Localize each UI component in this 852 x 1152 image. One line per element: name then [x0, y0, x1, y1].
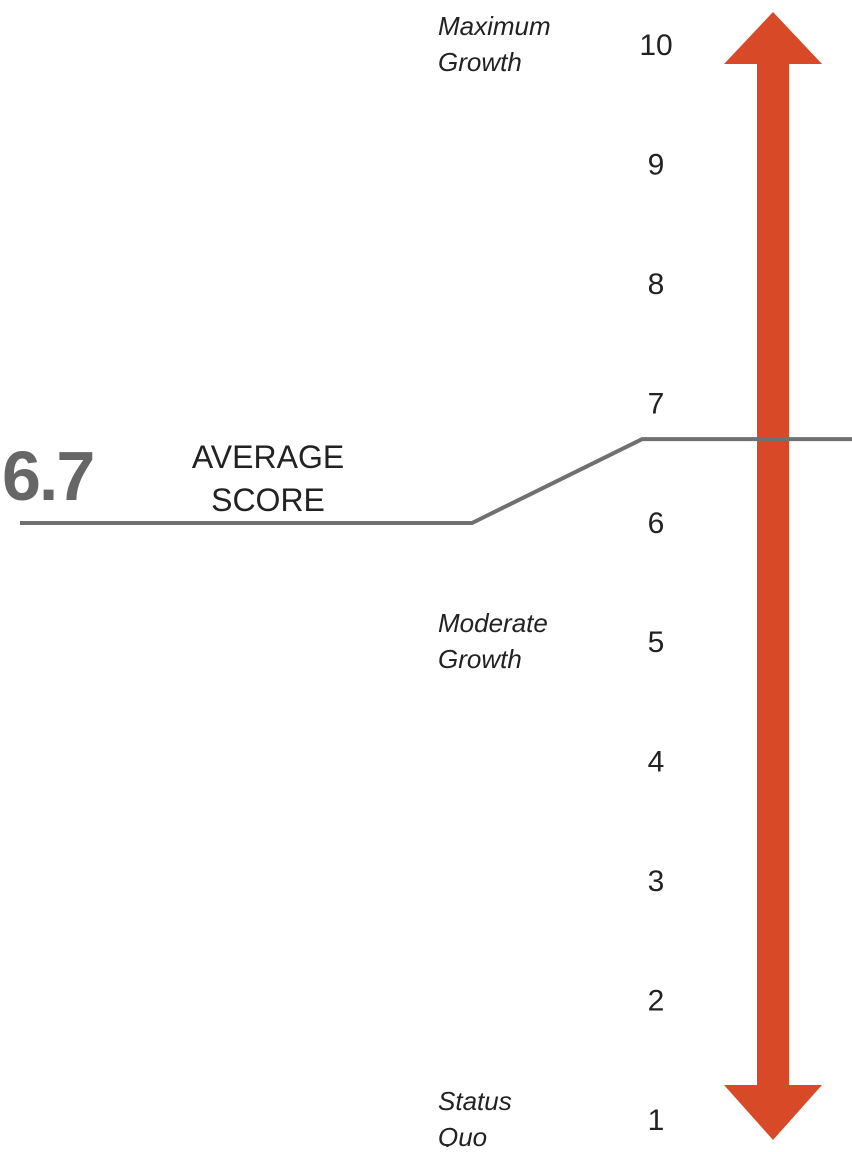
average-marker: 6.7 AVERAGE SCORE	[2, 437, 852, 525]
annotation-2-line-1: Status	[438, 1086, 512, 1116]
average-marker-line	[20, 437, 852, 525]
tick-label-1: 1	[648, 1104, 665, 1137]
tick-label-6: 6	[648, 507, 665, 540]
scale-arrow	[724, 12, 822, 1140]
annotation-1-line-2: Growth	[438, 644, 522, 674]
annotation-0-line-2: Growth	[438, 47, 522, 77]
scale-ticks: 1 2 3 4 5 6 7 8 9 10	[639, 29, 672, 1137]
arrow-shaft	[757, 62, 789, 1087]
annotation-1-line-1: Moderate	[438, 608, 548, 638]
annotation-0-line-1: Maximum	[438, 11, 551, 41]
annotation-2-line-2: Quo	[438, 1122, 487, 1147]
tick-label-5: 5	[648, 626, 665, 659]
average-caption-line-2: SCORE	[211, 482, 325, 518]
average-caption-line-1: AVERAGE	[192, 439, 344, 475]
average-score-value: 6.7	[2, 437, 93, 515]
tick-label-7: 7	[648, 387, 665, 420]
arrow-head-up	[724, 12, 822, 64]
tick-label-10: 10	[639, 29, 672, 62]
tick-label-3: 3	[648, 865, 665, 898]
scale-annotations: Maximum Growth Moderate Growth Status Quo	[438, 11, 551, 1152]
tick-label-4: 4	[648, 746, 665, 779]
tick-label-8: 8	[648, 268, 665, 301]
arrow-head-down	[724, 1085, 822, 1140]
tick-label-2: 2	[648, 985, 665, 1018]
tick-label-9: 9	[648, 148, 665, 181]
